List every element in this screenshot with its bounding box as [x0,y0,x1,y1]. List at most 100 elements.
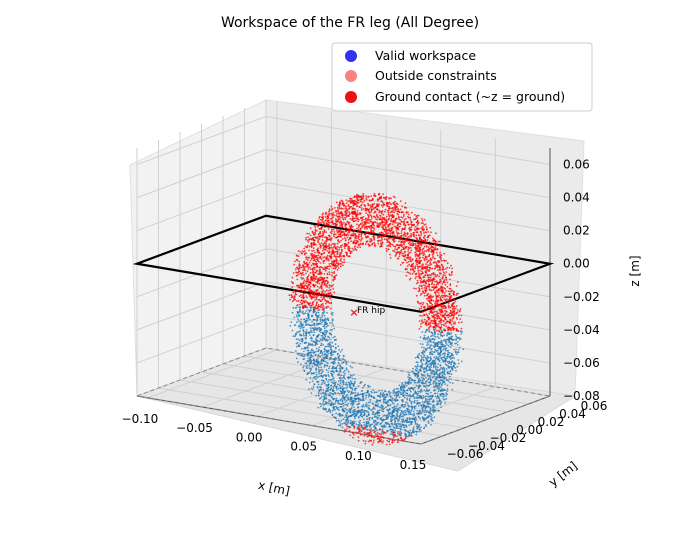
valid-point [324,364,326,366]
valid-point [319,350,322,353]
outside-point [398,235,401,238]
valid-point [423,411,426,413]
outside-point [337,208,340,211]
valid-point [429,407,432,409]
valid-point [342,418,345,421]
valid-point [321,358,323,361]
valid-point [329,357,332,360]
outside-point [447,316,450,319]
outside-point [416,259,419,262]
valid-point [431,361,433,364]
valid-point [315,313,317,315]
valid-point [319,386,322,389]
outside-point [330,232,333,235]
outside-point [317,254,320,257]
valid-point [367,394,370,397]
valid-point [402,395,405,398]
valid-point [380,409,383,412]
outside-point [377,205,380,208]
outside-point [360,209,363,211]
valid-point [310,353,312,356]
valid-point [401,385,404,388]
valid-point [425,411,427,413]
valid-point [395,413,398,415]
outside-point [401,238,404,241]
outside-point [428,241,431,243]
valid-point [419,396,422,399]
outside-point [423,314,426,317]
valid-point [334,350,337,353]
valid-point [381,419,384,422]
valid-point [342,358,345,360]
valid-point [400,393,403,396]
valid-point [391,429,394,431]
valid-point [345,394,348,397]
outside-point [327,259,330,262]
valid-point [427,395,430,398]
valid-point [398,409,401,411]
valid-point [325,390,327,393]
valid-point [304,324,307,326]
valid-point [324,400,327,403]
valid-point [432,372,434,375]
outside-point [408,216,410,219]
outside-point [379,210,382,213]
valid-point [387,415,390,417]
outside-point [427,278,430,281]
valid-point [398,425,401,428]
valid-point [344,369,346,372]
valid-point [310,349,313,352]
valid-point [315,378,317,380]
valid-point [431,419,434,422]
outside-point [299,251,302,253]
valid-point [329,343,331,346]
outside-point [326,300,328,302]
valid-point [426,373,429,375]
valid-point [329,394,331,397]
valid-point [319,362,322,365]
valid-point [426,344,428,347]
valid-point [318,370,320,373]
valid-point [370,427,372,430]
valid-point [347,410,350,412]
valid-point [442,361,444,363]
outside-point [436,324,438,327]
valid-point [304,312,307,315]
valid-point [302,333,305,335]
outside-point [340,239,343,242]
grid-z-back-2 [265,281,551,331]
outside-point [327,228,330,230]
valid-point [409,429,412,432]
outside-point [324,270,327,272]
valid-point [457,336,460,339]
valid-point [448,372,451,375]
valid-point [416,364,419,366]
valid-point [373,425,375,428]
valid-point [429,339,432,342]
outside-point [435,299,437,302]
valid-point [432,404,435,406]
outside-point [324,293,326,296]
valid-point [305,317,308,320]
valid-point [439,400,442,402]
valid-point [347,377,350,380]
outside-point [427,231,430,233]
valid-point [411,413,414,416]
valid-point [425,366,428,369]
outside-point [362,195,365,198]
outside-point [430,231,432,234]
valid-point [297,353,299,356]
valid-point [344,407,347,410]
outside-point [440,254,443,257]
valid-point [422,356,425,359]
valid-point [331,311,334,314]
valid-point [411,378,414,381]
valid-point [309,376,312,379]
outside-point [423,318,426,321]
valid-point [313,324,316,327]
outside-point [420,234,422,236]
outside-point [407,248,410,251]
valid-point [414,391,417,394]
outside-point [346,236,349,239]
valid-point [338,349,341,351]
